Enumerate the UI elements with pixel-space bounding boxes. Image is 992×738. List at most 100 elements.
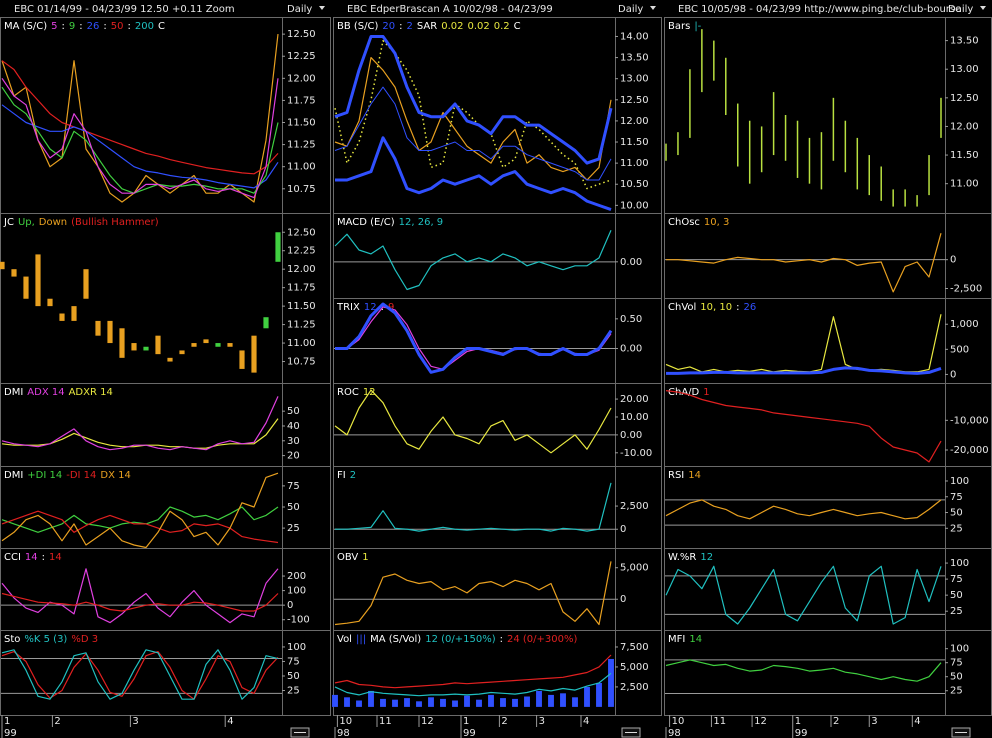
y-tick-label: 12.25 [287,51,316,62]
y-tick-label: 0.00 [620,430,642,441]
panel-label: ADX 14 [27,387,64,398]
y-tick-label: 11.00 [287,162,316,173]
panel-frame [333,383,662,467]
y-tick-label: 12.00 [287,264,316,275]
x-tick-label: 2 [833,716,839,727]
x-tick-label: 10 [339,716,352,727]
volume-bar [548,694,554,707]
y-tick-label: 12.25 [287,246,316,257]
y-tick-label: 11.25 [287,140,316,151]
panel-label: MA (S/Vol) [370,634,421,645]
series-line [1,568,279,624]
panel-label: 200 [135,21,154,32]
panel-frame [664,383,992,467]
y-tick-label: 10.75 [287,184,316,195]
y-tick-label: 12.50 [287,227,316,238]
y-tick-label: -10.00 [620,448,652,459]
y-tick-label: 0.00 [620,257,642,268]
y-tick-label: 13.50 [950,36,979,47]
x-tick-label: 12 [421,716,434,727]
x-tick-label: 4 [227,716,233,727]
panel-label: 0.02 [441,21,463,32]
x-tick-label: 4 [583,716,589,727]
candle-body [83,269,89,299]
series-line [1,592,279,612]
panel-label: %D 3 [71,634,98,645]
candle-body [263,317,269,329]
panel-label: 12, 26, 9 [399,217,444,228]
panel-label: 14 [689,634,702,645]
candle-body [131,343,137,351]
y-tick-label: 1,000 [950,319,979,330]
x-tick-label: 11 [713,716,726,727]
y-tick-label: 0 [950,369,956,380]
candle-body [239,350,245,369]
y-tick-label: 10.00 [620,412,649,423]
y-tick-label: 75 [950,574,963,585]
series-line [335,306,612,370]
panel-label: : [500,634,503,645]
y-tick-label: 2,500 [620,682,649,693]
volume-bar [380,698,386,707]
series-line [1,104,279,189]
period-dropdown[interactable]: Daily [618,4,643,15]
x-tick-label: 12 [754,716,767,727]
panel-label: MA (S/C) [4,21,47,32]
series-line [334,86,612,181]
panel-label: 14 [688,470,701,481]
series-line [1,418,279,449]
panel-label: 10, 3 [704,217,729,228]
panel-label: 20 [382,21,395,32]
panel-label: MFI [668,634,685,645]
volume-bar [356,700,362,707]
panel-label: 10, 10 [700,302,732,313]
y-tick-label: 5,000 [620,563,649,574]
series-line [1,649,279,700]
panel-label: : [103,21,106,32]
y-tick-label: 100 [950,558,969,569]
year-label: 99 [795,728,808,738]
panel-label: 9 [69,21,75,32]
y-tick-label: 10.75 [287,357,316,368]
panel-label: : [42,552,45,563]
y-tick-label: -10,000 [950,415,989,426]
panel-label: : [736,302,739,313]
y-tick-label: 50 [287,406,300,417]
series-line [334,229,612,291]
panel-label: 0.2 [494,21,510,32]
panel-label: FI [337,470,346,481]
candle-body [59,313,65,321]
y-tick-label: 40 [287,421,300,432]
period-dropdown[interactable]: Daily [287,4,312,15]
panel-label: 26 [87,21,100,32]
panel-label: (Bullish Hammer) [71,217,159,228]
panel-frame [664,630,992,716]
volume-bar [416,701,422,707]
period-dropdown[interactable]: Daily [948,4,973,15]
volume-bar [332,694,338,707]
panel-label: BB (S/C) [337,21,379,32]
volume-bar [476,699,482,707]
panel-label: 0.02 [467,21,489,32]
y-tick-label: -20,000 [950,445,989,456]
panel-frame [664,548,992,631]
volume-bar [464,695,470,707]
y-tick-label: 100 [950,476,969,487]
x-tick-label: 1 [795,716,801,727]
volume-bar [392,699,398,707]
panel-label: -DI 14 [66,470,96,481]
year-label: 99 [4,728,17,738]
y-tick-label: 11.00 [287,338,316,349]
series-line [334,389,612,454]
series-line [335,136,612,212]
y-tick-label: 12.00 [620,116,649,127]
panel-label: ChOsc [668,217,700,228]
y-tick-label: 100 [287,586,306,597]
series-line [334,39,612,190]
panel-label: 24 (0/+300%) [507,634,578,645]
window-title: EBC EdperBrascan A 10/02/98 - 04/23/99 [347,4,553,15]
y-tick-label: 11.25 [287,320,316,331]
panel-label: 26 [743,302,756,313]
volume-bar [608,658,614,707]
